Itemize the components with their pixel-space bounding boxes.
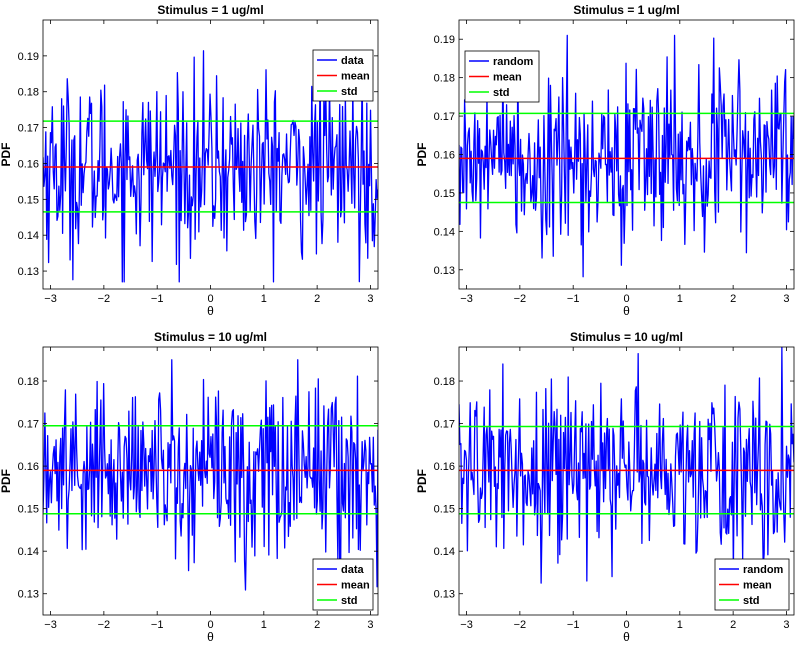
x-tick-label: 2: [730, 619, 736, 631]
x-tick-label: −3: [44, 619, 57, 631]
series-data-line: [43, 50, 378, 283]
y-tick-label: 0.19: [434, 34, 455, 46]
y-tick-label: 0.14: [18, 546, 39, 558]
legend: random mean std: [464, 50, 540, 103]
y-axis-label: PDF: [0, 469, 13, 493]
y-tick-label: 0.18: [434, 376, 455, 388]
legend: data mean std: [312, 49, 374, 102]
chart-title: Stimulus = 10 ug/ml: [154, 330, 267, 344]
series-random-line: [459, 347, 794, 584]
legend-label-std: std: [493, 87, 510, 99]
y-axis-label: PDF: [415, 143, 429, 167]
y-tick-label: 0.18: [18, 87, 39, 99]
x-tick-label: 1: [261, 293, 267, 305]
plot-series: [43, 50, 378, 283]
y-tick-label: 0.13: [434, 265, 455, 277]
y-tick-label: 0.13: [18, 266, 39, 278]
chart-panel-1: −3 −2 −1 0 1 2 3 0.13 0.14 0.15 0.16 0.17 0.18 0.19 St…: [0, 3, 379, 318]
x-tick-label: 0: [623, 293, 629, 305]
x-tick-label: 0: [623, 619, 629, 631]
y-tick-label: 0.16: [434, 461, 455, 473]
legend-label-data: data: [341, 55, 365, 67]
x-tick-label: −2: [514, 619, 527, 631]
legend-label-std: std: [341, 595, 358, 607]
x-axis-label: θ: [623, 304, 630, 318]
legend: random mean std: [714, 558, 790, 611]
chart-panel-4: −3 −2 −1 0 1 2 3 0.13 0.14 0.15 0.16 0.17 0.18 Stimul…: [415, 330, 795, 644]
y-tick-label: 0.14: [18, 230, 39, 242]
x-tick-label: −3: [460, 293, 473, 305]
x-tick-label: −1: [567, 293, 580, 305]
legend-label-std: std: [341, 86, 358, 98]
chart-title: Stimulus = 1 ug/ml: [573, 3, 679, 17]
x-axis-label: θ: [623, 630, 630, 644]
chart-title: Stimulus = 10 ug/ml: [570, 330, 683, 344]
chart-panel-2: −3 −2 −1 0 1 2 3 0.13 0.14 0.15 0.16 0.17 0.18 0.19 St…: [415, 3, 795, 318]
x-tick-label: 3: [367, 619, 373, 631]
y-tick-label: 0.16: [18, 158, 39, 170]
x-tick-label: 3: [783, 293, 789, 305]
y-tick-label: 0.15: [18, 504, 39, 516]
x-tick-label: 3: [783, 619, 789, 631]
y-axis-label: PDF: [0, 143, 13, 167]
legend-label-random: random: [743, 564, 784, 576]
y-tick-label: 0.14: [434, 226, 455, 238]
y-tick-label: 0.16: [434, 150, 455, 162]
legend-label-data: data: [341, 564, 365, 576]
legend-label-mean: mean: [493, 72, 522, 84]
legend-label-mean: mean: [341, 580, 370, 592]
y-tick-label: 0.17: [434, 111, 455, 123]
x-tick-label: 0: [207, 293, 213, 305]
x-tick-label: −1: [567, 619, 580, 631]
y-tick-label: 0.19: [18, 51, 39, 63]
y-tick-label: 0.15: [18, 194, 39, 206]
series-data-line: [43, 359, 378, 591]
y-tick-label: 0.15: [434, 504, 455, 516]
x-tick-label: −1: [151, 619, 164, 631]
y-tick-label: 0.13: [434, 589, 455, 601]
y-tick-label: 0.17: [18, 123, 39, 135]
y-tick-label: 0.18: [434, 73, 455, 85]
x-tick-label: 2: [730, 293, 736, 305]
chart-panel-3: −3 −2 −1 0 1 2 3 0.13 0.14 0.15 0.16 0.17 0.18 Stimul…: [0, 330, 379, 644]
x-tick-label: 1: [261, 619, 267, 631]
x-tick-label: −2: [514, 293, 527, 305]
y-tick-label: 0.18: [18, 376, 39, 388]
x-tick-label: −2: [98, 293, 111, 305]
y-tick-label: 0.14: [434, 546, 455, 558]
x-tick-label: 2: [314, 619, 320, 631]
y-tick-label: 0.17: [18, 419, 39, 431]
x-tick-label: 0: [207, 619, 213, 631]
x-tick-label: −1: [151, 293, 164, 305]
legend-label-std: std: [743, 595, 760, 607]
x-tick-label: 2: [314, 293, 320, 305]
plot-series: [459, 347, 794, 584]
legend-label-mean: mean: [341, 71, 370, 83]
x-tick-label: −3: [44, 293, 57, 305]
x-axis-label: θ: [207, 304, 214, 318]
y-tick-label: 0.16: [18, 461, 39, 473]
x-tick-label: 3: [367, 293, 373, 305]
x-tick-label: −2: [98, 619, 111, 631]
plot-series: [459, 34, 794, 278]
x-tick-label: −3: [460, 619, 473, 631]
series-random-line: [459, 34, 794, 278]
x-tick-label: 1: [677, 293, 683, 305]
x-tick-label: 1: [677, 619, 683, 631]
y-tick-label: 0.15: [434, 188, 455, 200]
plot-series: [43, 359, 378, 591]
y-tick-label: 0.13: [18, 589, 39, 601]
x-axis-label: θ: [207, 630, 214, 644]
y-axis-label: PDF: [415, 469, 429, 493]
legend-label-random: random: [493, 56, 534, 68]
chart-title: Stimulus = 1 ug/ml: [157, 3, 263, 17]
legend-label-mean: mean: [743, 580, 772, 592]
y-tick-label: 0.17: [434, 419, 455, 431]
legend: data mean std: [312, 558, 374, 611]
